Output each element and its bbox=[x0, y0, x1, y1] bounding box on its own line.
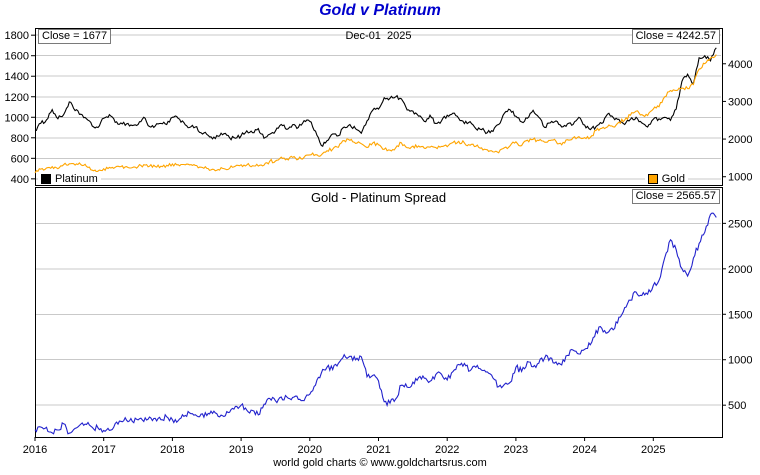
axis-tick-label: 2000 bbox=[728, 264, 752, 276]
axis-tick-label: 2023 bbox=[504, 444, 528, 456]
axis-tick-label: 2018 bbox=[160, 444, 184, 456]
gold-line bbox=[34, 54, 717, 174]
axis-tick-label: 1000 bbox=[5, 112, 29, 124]
gold-close-label: Close = 4242.57 bbox=[631, 29, 720, 44]
axis-tick-label: 2019 bbox=[229, 444, 253, 456]
axis-tick-label: 1800 bbox=[5, 30, 29, 42]
axis-tick-label: 2022 bbox=[435, 444, 459, 456]
platinum-legend-label: Platinum bbox=[55, 172, 98, 185]
chart-title: Gold v Platinum bbox=[319, 2, 441, 19]
axis-tick-label: 2500 bbox=[728, 218, 752, 230]
axis-tick-label: 1000 bbox=[728, 172, 752, 184]
gold-legend-label: Gold bbox=[661, 172, 685, 185]
axis-tick-label: 2000 bbox=[728, 134, 752, 146]
axis-tick-label: 1500 bbox=[728, 309, 752, 321]
axis-tick-label: 1200 bbox=[5, 92, 29, 104]
platinum-swatch-icon bbox=[41, 173, 51, 184]
axis-tick-label: 500 bbox=[728, 400, 746, 412]
spread-panel-title: Gold - Platinum Spread bbox=[310, 190, 447, 205]
top-panel: 400 600 800 1000 1200 1400 1600 1800 1000 2000 300… bbox=[5, 28, 752, 186]
axis-tick-label: 2020 bbox=[298, 444, 322, 456]
axis-tick-label: 2025 bbox=[641, 444, 665, 456]
axis-tick-label: 1400 bbox=[5, 71, 29, 83]
axis-tick-label: 2021 bbox=[366, 444, 390, 456]
platinum-legend: Platinum bbox=[38, 172, 101, 185]
axis-tick-label: 2024 bbox=[572, 444, 596, 456]
axis-tick-label: 600 bbox=[11, 153, 29, 165]
source-caption: world gold charts © www.goldchartsrus.co… bbox=[273, 457, 487, 469]
bottom-panel: 500 1000 1500 2000 2500 2016 2017 2018 2019 2020 2… bbox=[23, 187, 752, 456]
axis-tick-label: 800 bbox=[11, 133, 29, 145]
axis-tick-label: 3000 bbox=[728, 96, 752, 108]
spread-close-label: Close = 2565.57 bbox=[631, 189, 720, 204]
axis-tick-label: 1000 bbox=[728, 355, 752, 367]
gold-platinum-spread-line bbox=[34, 212, 717, 435]
axis-tick-label: 400 bbox=[11, 174, 29, 186]
axis-tick-label: 2016 bbox=[23, 444, 47, 456]
platinum-line bbox=[34, 47, 717, 147]
axis-tick-label: 4000 bbox=[728, 59, 752, 71]
axis-tick-label: 2017 bbox=[91, 444, 115, 456]
date-label: Dec-01 2025 bbox=[345, 30, 412, 42]
platinum-close-label: Close = 1677 bbox=[38, 29, 112, 44]
axis-tick-label: 1600 bbox=[5, 51, 29, 63]
gold-legend: Gold bbox=[644, 172, 688, 185]
gold-swatch-icon bbox=[647, 173, 658, 184]
